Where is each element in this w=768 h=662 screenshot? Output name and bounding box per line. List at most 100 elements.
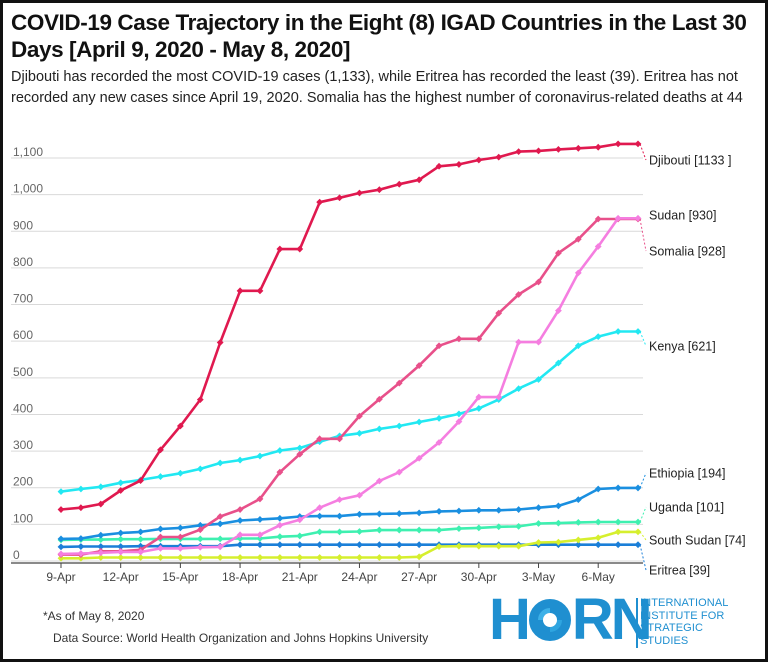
data-point [276,245,284,253]
data-point [157,473,164,480]
data-point [57,550,65,558]
data-point [236,541,244,549]
label-leader-line [639,544,647,571]
data-point [117,535,125,543]
data-point [535,504,542,512]
y-tick-label: 1,100 [13,145,43,159]
data-point [157,554,164,561]
data-source: Data Source: World Health Organization a… [53,631,429,645]
label-leader-line [639,506,647,523]
data-point [336,496,343,504]
data-point [256,541,264,549]
data-point [495,393,503,401]
data-point [594,485,602,493]
data-point [356,510,363,518]
data-point [455,410,463,418]
data-point [77,550,85,557]
logo-subtitle-line: INSTITUTE FOR [640,609,725,622]
data-point [515,291,523,298]
data-point [415,176,423,184]
data-point [634,541,642,549]
footnote: *As of May 8, 2020 [43,609,145,623]
data-point [137,477,144,484]
label-leader-line [639,331,647,347]
data-point [296,541,304,549]
data-point [316,554,324,561]
logo-o-icon [528,599,571,641]
data-point [634,528,642,536]
data-point [236,287,244,295]
data-point [336,541,343,549]
data-point [415,454,423,462]
data-point [276,541,284,549]
x-tick-label: 24-Apr [341,570,377,584]
data-point [356,189,363,197]
data-point [356,491,363,499]
data-point [535,278,542,286]
data-point [614,484,622,492]
label-leader-line [639,531,647,541]
data-point [515,385,523,393]
data-point [336,435,343,443]
data-point [117,529,125,537]
label-leader-line [639,472,647,489]
data-point [196,526,204,534]
data-point [57,543,65,551]
data-point [157,525,164,533]
data-point [475,405,483,412]
data-point [614,140,622,148]
data-point [455,161,463,168]
data-point [574,269,582,277]
series-line-ethiopia [60,486,638,541]
x-tick-label: 3-May [522,570,555,584]
x-tick-label: 15-Apr [162,570,198,584]
data-point [137,535,144,543]
data-point [555,502,562,510]
y-tick-label: 500 [13,365,33,379]
data-point [216,543,224,551]
logo-subtitle-line: STRATEGIC [640,622,704,634]
data-point [157,544,164,552]
data-point [97,543,105,550]
data-point [316,198,324,206]
data-point [196,465,204,473]
data-point [495,153,503,161]
data-point [256,516,264,523]
data-point [196,554,204,561]
data-point [475,393,483,401]
data-point [475,524,483,532]
data-point [57,535,65,543]
y-tick-label: 800 [13,255,33,269]
data-point [495,506,503,514]
data-point [515,542,523,550]
series-line-sudan [60,217,638,556]
data-point [555,359,562,367]
y-tick-label: 400 [13,401,33,415]
series-line-djibouti [60,142,638,511]
x-tick-label: 9-Apr [46,570,75,584]
data-point [276,533,284,541]
data-point [296,532,304,540]
data-point [316,435,324,443]
data-point [236,456,244,464]
data-point [236,535,244,542]
line-chart: 0 100 200 300 400 500 600 700 800 900 1,000 1,100 9-… [11,140,746,584]
logo-subtitle: INTERNATIONAL INSTITUTE FOR STRATEGIC ST… [640,597,729,647]
data-point [276,554,284,561]
data-point [236,517,244,524]
data-point [475,542,483,550]
chart-subtitle: Djibouti has recorded the most COVID-19 … [11,69,743,106]
data-point [97,500,105,508]
data-point [634,484,642,492]
data-point [296,516,304,524]
y-tick-label: 600 [13,328,33,342]
data-point [316,528,324,536]
data-point [356,554,363,561]
data-point [574,144,582,152]
x-tick-label: 12-Apr [103,570,139,584]
data-point [455,507,463,515]
data-point [634,518,642,526]
data-point [375,425,383,433]
data-point [336,554,343,561]
